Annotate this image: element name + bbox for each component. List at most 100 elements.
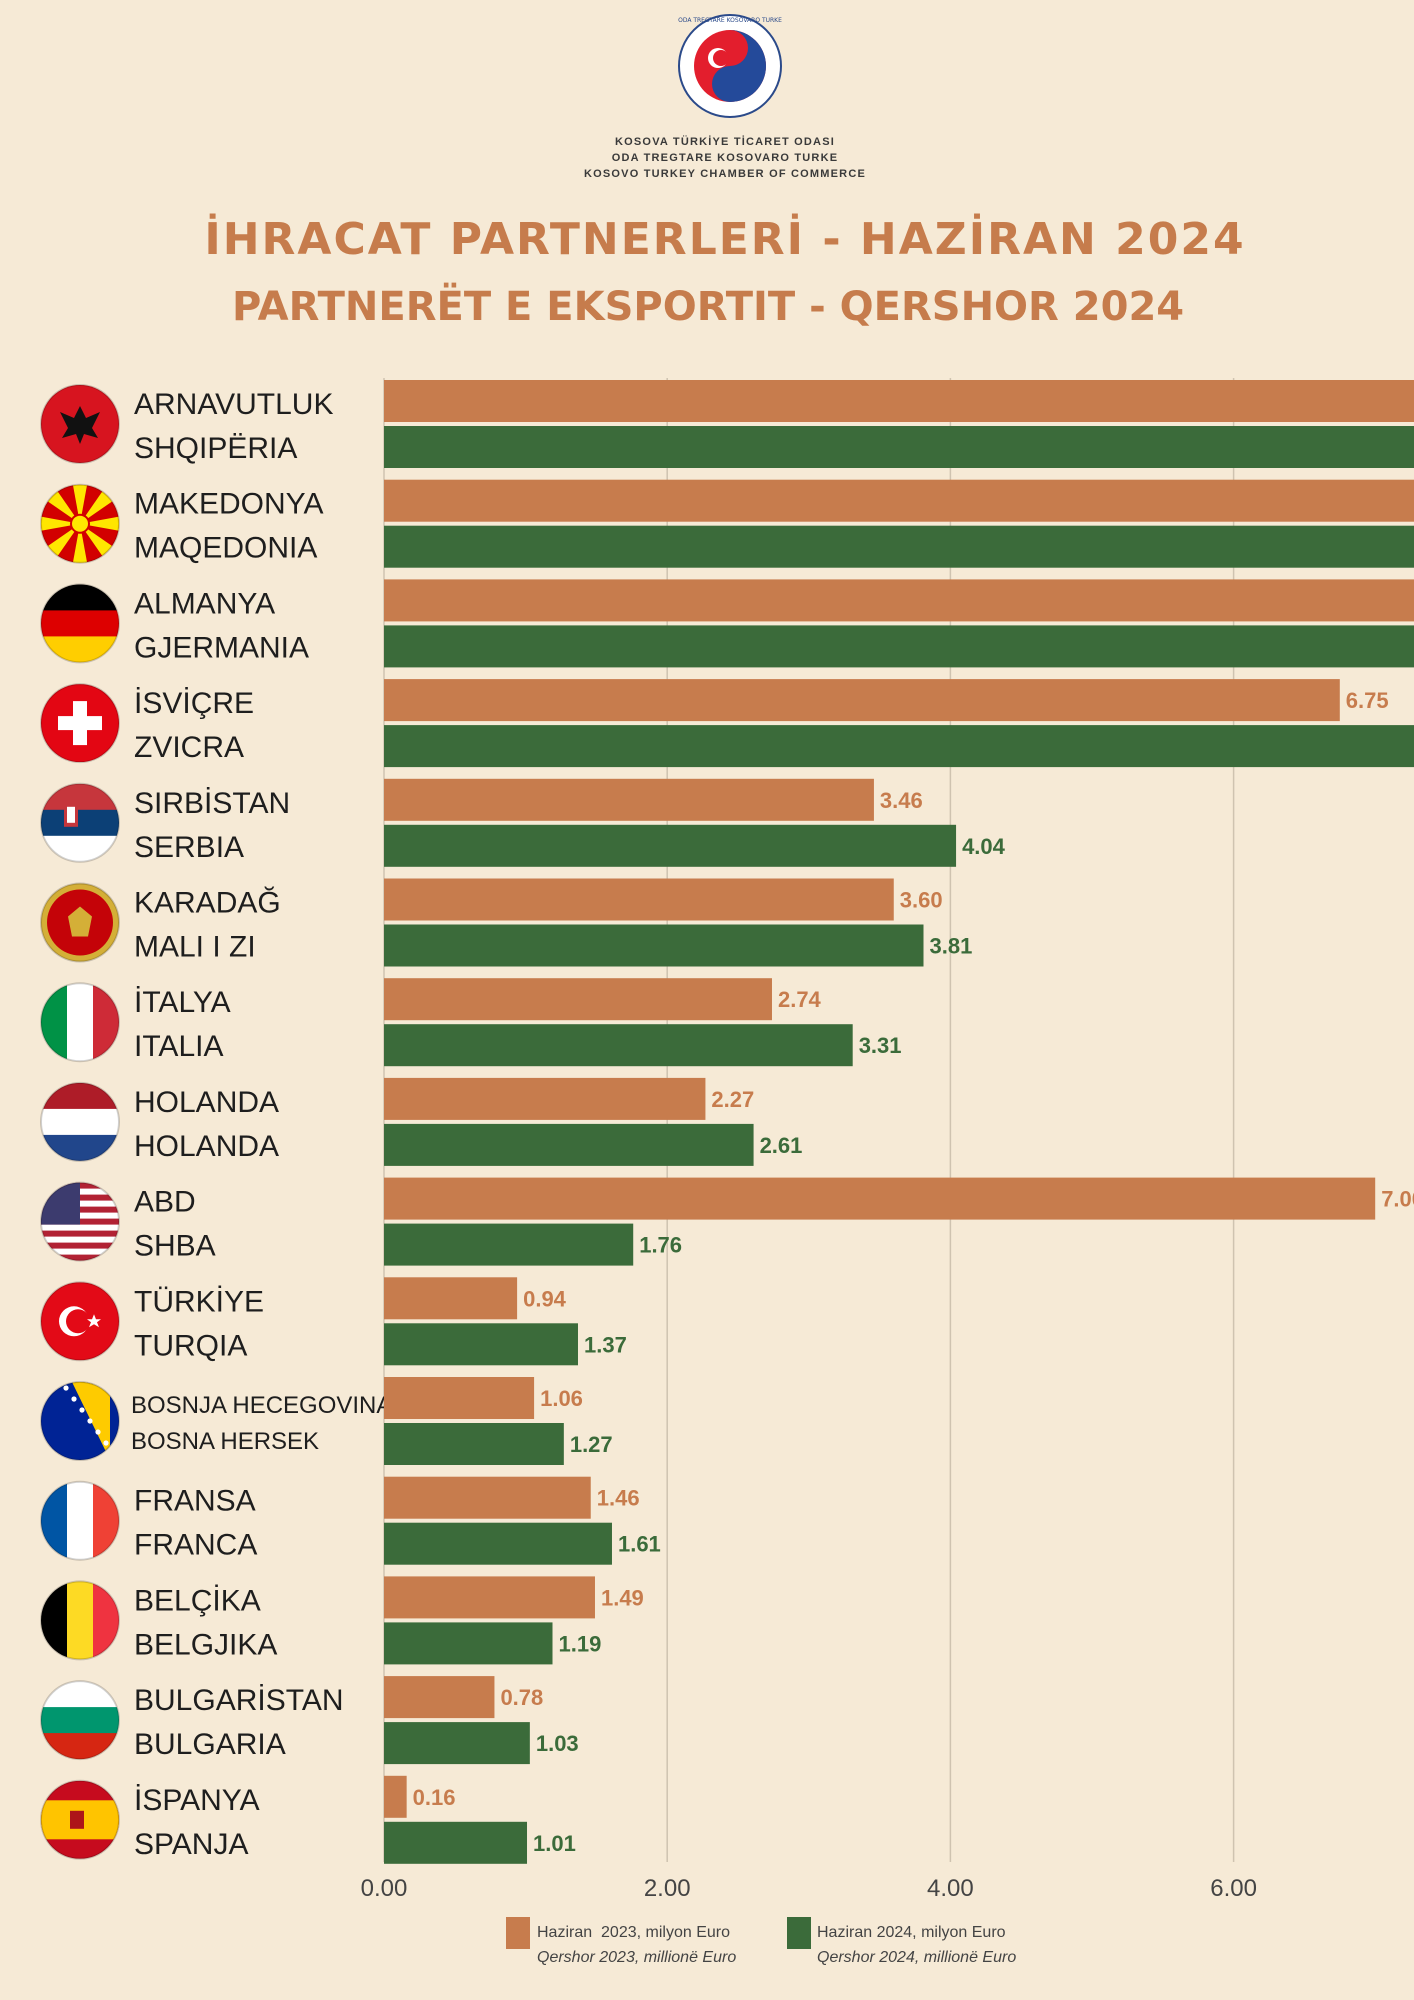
bar-2024 [384,924,924,967]
bar-2024 [384,1821,528,1864]
north-macedonia-flag-icon [40,483,120,564]
bar-chart: 0.002.004.006.008.0010.0012.0014.00ARNAV… [40,378,1414,1900]
bar-2023 [384,878,894,921]
netherlands-flag-icon [40,1081,120,1162]
bar-2023 [384,778,874,821]
bar-2023 [384,579,1414,622]
country-name-sq: MAQEDONIA [134,532,317,565]
germany-flag-icon [40,583,120,664]
country-name-tr: ARNAVUTLUK [134,388,333,421]
data-label-2023: 1.49 [601,1585,644,1610]
data-label-2024: 3.81 [929,934,972,959]
bulgaria-flag-icon [40,1680,120,1761]
legend-2023-sq: Qershor 2023, millionë Euro [537,1949,737,1966]
data-label-2024: 1.61 [618,1532,661,1557]
bar-2024 [384,1522,612,1565]
chamber-logo-icon: ODA TREGTARE KOSOVARO TURKE [678,14,782,118]
bar-2023 [384,1476,591,1519]
bosnia-flag-icon [40,1381,120,1461]
bar-2023 [384,1775,407,1818]
x-tick-label: 6.00 [1210,1875,1257,1900]
country-name-sq: TURQIA [134,1329,247,1362]
bar-2024 [384,1024,853,1067]
country-name-tr: BULGARİSTAN [134,1684,344,1717]
org-name-tr: KOSOVA TÜRKİYE TİCARET ODASI [615,136,835,148]
belgium-flag-icon [40,1580,120,1661]
org-name-en: KOSOVO TURKEY CHAMBER OF COMMERCE [583,168,867,180]
country-name-tr: MAKEDONYA [134,488,323,521]
data-label-2023: 7.00 [1381,1187,1414,1212]
legend-2023-tr: Haziran 2023, milyon Euro [537,1924,730,1941]
chart-title: İHRACAT PARTNERLERİ - HAZİRAN 2024 [204,214,1246,265]
spain-flag-icon [40,1779,120,1860]
data-label-2024: 1.27 [570,1432,613,1457]
country-name-tr: BELÇİKA [134,1584,261,1617]
country-name-sq: MALI I ZI [134,931,256,964]
usa-flag-icon [40,1181,120,1262]
country-name-sq: HOLANDA [134,1130,279,1163]
bar-2023 [384,1377,535,1419]
bar-2023 [384,679,1340,722]
country-name-tr: İSPANYA [134,1784,260,1817]
x-tick-label: 4.00 [927,1875,974,1900]
bar-2023 [384,978,772,1021]
bar-2024 [384,1323,578,1366]
data-label-2023: 2.27 [711,1087,754,1112]
country-name-tr: KARADAĞ [134,887,281,920]
country-name-tr: SIRBİSTAN [134,787,290,820]
bar-2023 [384,380,1414,422]
country-name-tr: HOLANDA [134,1086,279,1119]
montenegro-flag-icon [40,882,120,963]
bar-2024 [384,1123,754,1166]
data-label-2023: 0.16 [413,1785,456,1810]
data-label-2024: 1.01 [533,1831,576,1856]
chart-subtitle: PARTNERËT E EKSPORTIT - QERSHOR 2024 [232,284,1185,330]
country-name-sq: BULGARIA [134,1728,286,1761]
legend-2024-sq: Qershor 2024, millionë Euro [817,1949,1017,1966]
bar-2024 [384,824,957,867]
svg-text:ODA TREGTARE KOSOVARO TURKE: ODA TREGTARE KOSOVARO TURKE [678,17,782,24]
data-label-2023: 3.60 [900,888,943,913]
bar-2023 [384,1676,495,1719]
country-name-sq: SERBIA [134,831,244,864]
country-name-tr: İSVİÇRE [134,687,254,720]
legend-label-2023: Haziran 2023, milyon Euro Qershor 2023, … [537,1920,736,1970]
data-label-2023: 0.78 [500,1685,543,1710]
country-name-tr: ABD [134,1186,196,1219]
bar-2023 [384,1277,518,1320]
country-name-tr: İTALYA [134,986,231,1019]
data-label-2024: 3.31 [859,1033,902,1058]
country-name-sq: BOSNA HERSEK [131,1428,319,1455]
country-name-sq: GJERMANIA [134,631,309,664]
country-name-tr: ALMANYA [134,587,275,620]
country-name-sq: SHBA [134,1230,216,1263]
data-label-2023: 6.75 [1346,688,1389,713]
data-label-2024: 1.03 [536,1731,579,1756]
data-label-2024: 2.61 [760,1133,803,1158]
data-label-2024: 1.76 [639,1233,682,1258]
bar-2024 [384,725,1414,768]
albania-flag-icon [40,384,120,464]
serbia-flag-icon [40,782,120,863]
bar-2023 [384,1177,1376,1220]
bar-2024 [384,426,1414,468]
country-name-sq: ITALIA [134,1030,223,1063]
x-tick-label: 0.00 [361,1875,408,1900]
data-label-2024: 4.04 [962,834,1006,859]
bar-2024 [384,525,1414,568]
data-label-2024: 1.37 [584,1332,627,1357]
country-name-tr: BOSNJA HECEGOVINA [131,1392,392,1419]
bar-2024 [384,1423,564,1465]
bar-2023 [384,1077,706,1120]
data-label-2023: 1.46 [597,1486,640,1511]
country-name-sq: SPANJA [134,1828,248,1861]
switzerland-flag-icon [40,683,120,764]
data-label-2023: 2.74 [778,987,822,1012]
data-label-2023: 3.46 [880,788,923,813]
italy-flag-icon [40,982,120,1063]
legend-2024-tr: Haziran 2024, milyon Euro [817,1924,1006,1941]
bar-2023 [384,479,1414,522]
bar-2024 [384,1622,553,1665]
country-name-sq: FRANCA [134,1529,257,1562]
country-name-tr: TÜRKİYE [134,1285,264,1318]
